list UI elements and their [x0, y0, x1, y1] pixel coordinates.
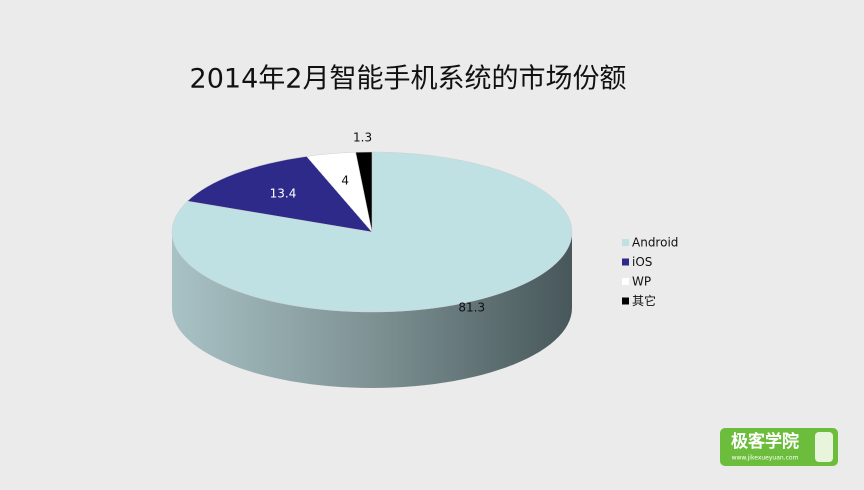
- watermark-title: 极客学院: [731, 431, 799, 452]
- chart-title: 2014年2月智能手机系统的市场份额: [190, 64, 627, 95]
- watermark: 极客学院 www.jikexueyuan.com: [720, 428, 838, 466]
- value-label: 81.3: [458, 300, 485, 314]
- legend-swatch: [622, 278, 629, 285]
- legend-label: WP: [632, 275, 651, 289]
- legend-label: Android: [632, 236, 678, 250]
- slice-side: [172, 232, 572, 388]
- value-label: 4: [341, 174, 349, 188]
- slice: [186, 156, 373, 233]
- value-label: 1.3: [353, 131, 372, 145]
- legend-swatch: [622, 239, 629, 246]
- value-label: 13.4: [270, 187, 297, 201]
- watermark-url: www.jikexueyuan.com: [732, 455, 799, 462]
- watermark-icon: [815, 432, 833, 462]
- legend-swatch: [622, 297, 629, 305]
- legend-label: 其它: [632, 293, 656, 308]
- legend-swatch: [622, 258, 629, 266]
- legend-label: iOS: [632, 255, 652, 269]
- slice: [355, 151, 373, 233]
- watermark-badge: [720, 428, 838, 466]
